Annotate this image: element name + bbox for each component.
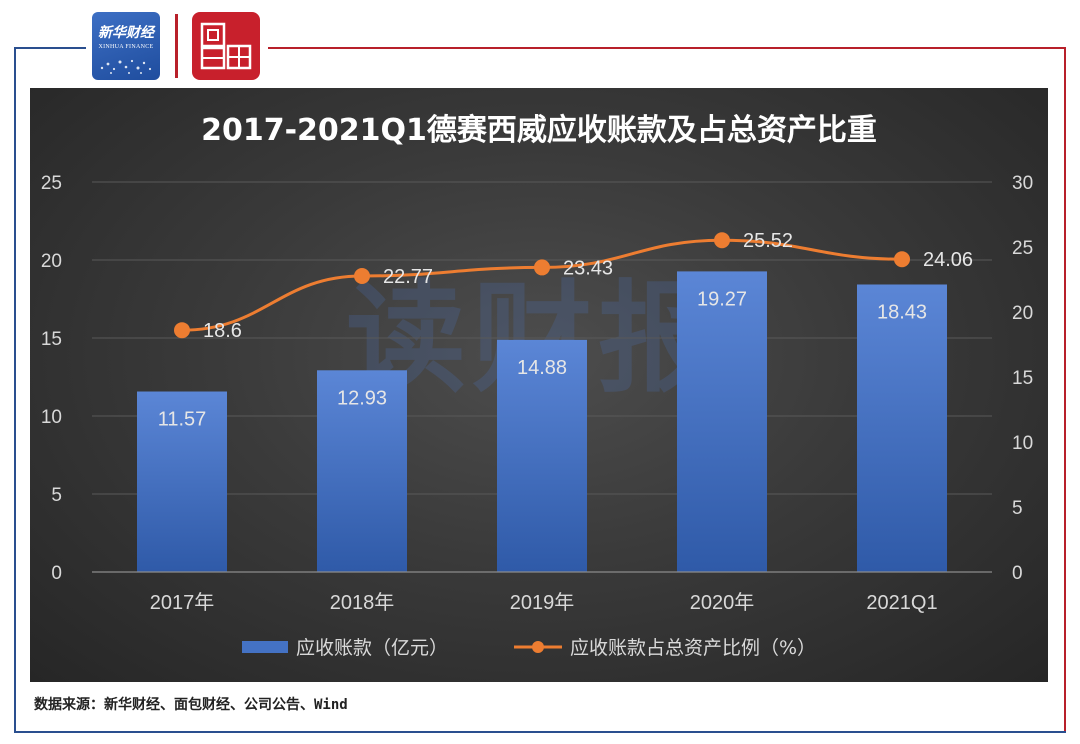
line-data-label: 22.77 bbox=[383, 266, 433, 288]
mianbao-logo-mark-icon bbox=[200, 22, 252, 70]
y-right-tick-label: 30 bbox=[1012, 173, 1033, 194]
line-point bbox=[534, 259, 550, 276]
legend-label-line: 应收账款占总资产比例（%） bbox=[570, 637, 816, 659]
logo-separator bbox=[175, 14, 178, 78]
y-right-tick-label: 0 bbox=[1012, 563, 1023, 584]
y-right-tick-label: 10 bbox=[1012, 433, 1033, 454]
xinhua-logo-en: XINHUA FINANCE bbox=[98, 44, 154, 50]
x-tick-label: 2020年 bbox=[690, 591, 755, 614]
legend-swatch-bar bbox=[242, 641, 288, 653]
frame-line-top-right bbox=[268, 47, 1066, 49]
xinhua-logo-dots-icon bbox=[100, 59, 152, 74]
x-tick-label: 2021Q1 bbox=[866, 592, 937, 614]
y-left-tick-label: 20 bbox=[41, 251, 62, 272]
frame-line-right bbox=[1064, 47, 1066, 733]
x-tick-label: 2019年 bbox=[510, 591, 575, 614]
mianbao-finance-logo bbox=[192, 12, 260, 80]
y-left-tick-label: 0 bbox=[51, 563, 62, 584]
y-right-tick-label: 25 bbox=[1012, 238, 1033, 259]
bar bbox=[857, 284, 947, 572]
line-data-label: 18.6 bbox=[203, 320, 242, 342]
frame-line-top-left bbox=[14, 47, 86, 49]
y-left-tick-label: 25 bbox=[41, 173, 62, 194]
x-tick-label: 2018年 bbox=[330, 591, 395, 614]
bar-data-label: 11.57 bbox=[158, 409, 207, 431]
bar bbox=[677, 271, 767, 572]
frame-line-left bbox=[14, 47, 16, 733]
line-point bbox=[714, 232, 730, 249]
bar-data-label: 18.43 bbox=[877, 301, 927, 323]
line-point bbox=[174, 322, 190, 339]
axes: 0 5 10 15 20 25 0 5 10 15 20 25 30 2017年 2018年 2019年 202… bbox=[41, 173, 1033, 614]
bar-data-label: 14.88 bbox=[517, 357, 567, 379]
line-series: 18.6 22.77 23.43 25.52 24.06 bbox=[174, 230, 973, 342]
y-left-tick-label: 15 bbox=[41, 329, 62, 350]
xinhua-logo-cn: 新华财经 bbox=[98, 25, 154, 41]
y-right-tick-label: 15 bbox=[1012, 368, 1033, 389]
source-note: 数据来源：新华财经、面包财经、公司公告、Wind bbox=[34, 697, 348, 713]
frame-line-bottom bbox=[14, 731, 1066, 733]
x-tick-label: 2017年 bbox=[150, 591, 215, 614]
chart-title: 2017-2021Q1德赛西威应收账款及占总资产比重 bbox=[201, 113, 877, 148]
chart-panel: 读财报 2017-2021Q1德赛西威应收账款及占总资产比重 11.57 12.9… bbox=[30, 88, 1048, 682]
bar-data-label: 19.27 bbox=[697, 288, 747, 310]
legend-label-bar: 应收账款（亿元） bbox=[296, 637, 448, 659]
legend-swatch-marker bbox=[532, 641, 544, 653]
y-left-tick-label: 10 bbox=[41, 407, 62, 428]
legend: 应收账款（亿元） 应收账款占总资产比例（%） bbox=[242, 637, 816, 659]
y-right-tick-label: 5 bbox=[1012, 498, 1023, 519]
bar bbox=[137, 391, 227, 572]
line-data-label: 25.52 bbox=[743, 230, 793, 252]
line-data-label: 23.43 bbox=[563, 257, 613, 279]
line-point bbox=[354, 267, 370, 284]
y-right-tick-label: 20 bbox=[1012, 303, 1033, 324]
line-point bbox=[894, 251, 910, 268]
bar bbox=[317, 370, 407, 572]
bar-data-label: 12.93 bbox=[337, 387, 387, 409]
bar-series: 11.57 12.93 14.88 19.27 18.43 bbox=[137, 271, 947, 572]
bar bbox=[497, 339, 587, 572]
y-left-tick-label: 5 bbox=[51, 485, 62, 506]
chart-svg: 读财报 2017-2021Q1德赛西威应收账款及占总资产比重 11.5712.9… bbox=[41, 113, 1033, 659]
xinhua-finance-logo: 新华财经 XINHUA FINANCE bbox=[92, 12, 160, 80]
line-data-label: 24.06 bbox=[923, 249, 973, 271]
